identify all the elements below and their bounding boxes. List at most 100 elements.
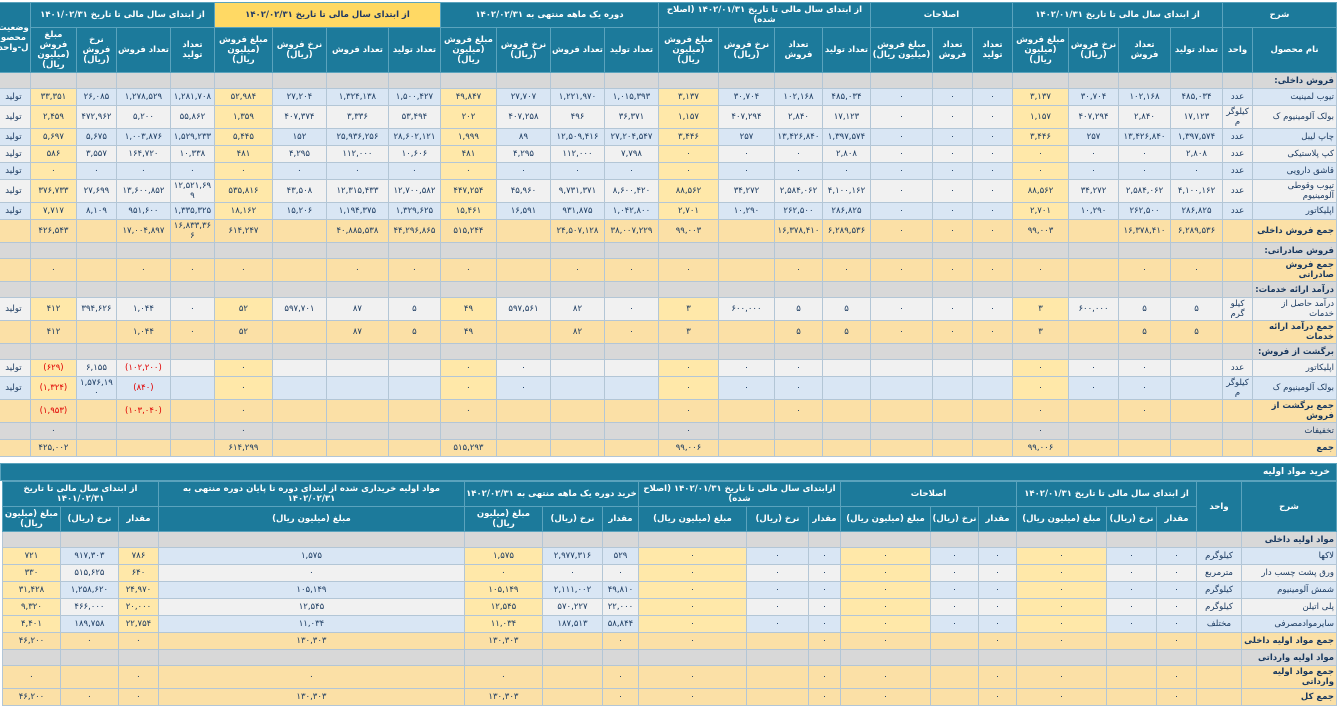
value-cell: ۰ xyxy=(495,376,551,400)
value-cell xyxy=(1170,399,1223,423)
value-cell xyxy=(387,359,441,377)
value-cell: ۰ xyxy=(745,615,809,633)
value-cell xyxy=(157,531,465,548)
value-cell: ۶,۲۸۹,۵۳۶ xyxy=(821,219,871,243)
value-cell: ۰ xyxy=(972,202,1013,220)
value-cell: ۰ xyxy=(839,564,932,582)
value-cell xyxy=(1012,281,1069,298)
value-cell xyxy=(1068,343,1119,360)
unit-cell: مترمربع xyxy=(1196,564,1242,582)
value-cell: ۴۶,۲۰۰ xyxy=(1,632,61,650)
value-cell xyxy=(1118,72,1171,89)
value-cell xyxy=(1106,632,1157,650)
value-cell: ۰ xyxy=(1012,422,1069,440)
value-cell xyxy=(1068,242,1119,259)
value-cell: ۰ xyxy=(29,422,77,440)
value-cell xyxy=(213,242,273,259)
value-cell xyxy=(169,343,215,360)
table-row: بولک آلومینیوم ک کیلوگرم ۱۷,۱۲۳ ۲,۸۴۰ ۴۰۷,۲۹… xyxy=(0,105,1337,129)
value-cell: ۱۰,۶۰۶ xyxy=(387,145,441,163)
g5-sale-amount: مبلغ فروش (میلیون ریال) xyxy=(213,27,273,73)
value-cell: ۵,۲۰۰ xyxy=(115,105,171,129)
sales-table: شرح از ابتدای سال مالی تا تاریخ ۱۴۰۲/۰۱/… xyxy=(0,2,1337,457)
g4-amount: مبلغ (میلیون ریال) xyxy=(463,506,543,532)
value-cell: ۰ xyxy=(603,258,659,282)
value-cell xyxy=(271,376,327,400)
value-cell: ۳۱,۴۲۸ xyxy=(1,581,61,599)
value-cell: ۰ xyxy=(1016,598,1107,616)
row-label: کپ پلاستیکی xyxy=(1252,145,1337,163)
value-cell: ۱۲,۵۲۱,۶۹۹ xyxy=(169,179,215,203)
table-row: شمش آلومینیوم کیلوگرم ۰ ۰ ۰ ۰ ۰ ۰ ۰ ۰ ۰ ۴۹,۸۱۰ ۲,۱۱۱… xyxy=(1,581,1337,599)
value-cell xyxy=(1170,281,1223,298)
value-cell xyxy=(717,439,775,457)
value-cell xyxy=(601,531,639,548)
value-cell xyxy=(271,72,327,89)
value-cell: ۵۳۵,۸۱۶ xyxy=(213,179,273,203)
g4-sale-amount: مبلغ فروش (میلیون ریال) xyxy=(439,27,497,73)
value-cell xyxy=(59,649,119,666)
value-cell: ۱۳۰,۳۰۳ xyxy=(463,688,543,706)
value-cell: ۰ xyxy=(271,162,327,180)
value-cell: ۰ xyxy=(978,564,1017,582)
value-cell: ۱,۹۹۹ xyxy=(439,128,497,146)
value-cell: ۰ xyxy=(839,665,932,689)
value-cell: ۲۶,۰۸۵ xyxy=(75,88,117,106)
total-row: جمع مواد اولیه داخلی ۰ ۰ ۰ ۰ ۰ ۰ ۰ ۱۳۰,۳۰۳ ۱۳۰,۳۰… xyxy=(1,632,1337,650)
value-cell: ۹۹,۰۰۳ xyxy=(1012,219,1069,243)
value-cell: ۰ xyxy=(1106,547,1157,565)
value-cell xyxy=(869,72,934,89)
value-cell xyxy=(325,439,389,457)
value-cell xyxy=(549,376,605,400)
value-cell xyxy=(1118,242,1171,259)
value-cell xyxy=(387,422,441,440)
g5-amount: مبلغ (میلیون ریال) xyxy=(157,506,465,532)
value-cell xyxy=(169,399,215,423)
value-cell xyxy=(717,242,775,259)
value-cell xyxy=(972,281,1013,298)
value-cell: ۰ xyxy=(601,688,639,706)
value-cell xyxy=(549,72,605,89)
value-cell: ۰ xyxy=(807,688,841,706)
value-cell xyxy=(745,665,809,689)
value-cell: ۱,۰۴۴ xyxy=(115,297,171,321)
value-cell: ۰ xyxy=(773,359,823,377)
value-cell xyxy=(495,399,551,423)
value-cell: ۰ xyxy=(932,320,973,344)
value-cell xyxy=(930,649,979,666)
value-cell xyxy=(717,258,775,282)
value-cell: ۰ xyxy=(745,598,809,616)
value-cell: ۰ xyxy=(869,297,934,321)
value-cell xyxy=(541,665,603,689)
value-cell: ۱,۳۲۴,۱۳۸ xyxy=(325,88,389,106)
total-row: جمع فروش صادراتی ۰ ۰ ۰ ۰ ۰ ۰ ۰ ۰ ۰ ۰ ۰ ۰ ۰ ۰ ۰ ۰ ۰ ۰ xyxy=(0,258,1337,282)
value-cell: ۰ xyxy=(637,615,747,633)
value-cell: ۴۱۲ xyxy=(29,320,77,344)
unit-cell: کیلوگرم xyxy=(1196,547,1242,565)
value-cell xyxy=(271,422,327,440)
row-label: برگشت از فروش: xyxy=(1252,343,1337,360)
value-cell: ۲۰,۰۰۰ xyxy=(117,598,159,616)
value-cell: ۵۱۵,۲۴۴ xyxy=(439,219,497,243)
value-cell: ۰ xyxy=(1016,665,1107,689)
value-cell: ۰ xyxy=(1012,162,1069,180)
value-cell xyxy=(1016,531,1107,548)
value-cell: ۱۶,۳۷۸,۴۱۰ xyxy=(773,219,823,243)
value-cell xyxy=(325,72,389,89)
g3-sale-amount: مبلغ فروش (میلیون ریال) xyxy=(657,27,719,73)
value-cell xyxy=(1106,688,1157,706)
row-label: جمع فروش صادراتی xyxy=(1252,258,1337,282)
value-cell: ۰ xyxy=(978,665,1017,689)
value-cell: ۳۳۰ xyxy=(1,564,61,582)
unit-cell: کیلوگرم xyxy=(1222,376,1253,400)
value-cell xyxy=(549,281,605,298)
value-cell: ۴۵,۹۶۰ xyxy=(495,179,551,203)
unit-cell xyxy=(1196,649,1242,666)
value-cell: ۲,۸۰۸ xyxy=(821,145,871,163)
value-cell xyxy=(495,422,551,440)
value-cell: ۰ xyxy=(807,547,841,565)
value-cell: ۱۲,۵۴۵ xyxy=(157,598,465,616)
value-cell: ۲۷,۲۰۴,۵۴۷ xyxy=(603,128,659,146)
g3-rate: نرخ (ریال) xyxy=(745,506,809,532)
value-cell: ۰ xyxy=(1170,162,1223,180)
